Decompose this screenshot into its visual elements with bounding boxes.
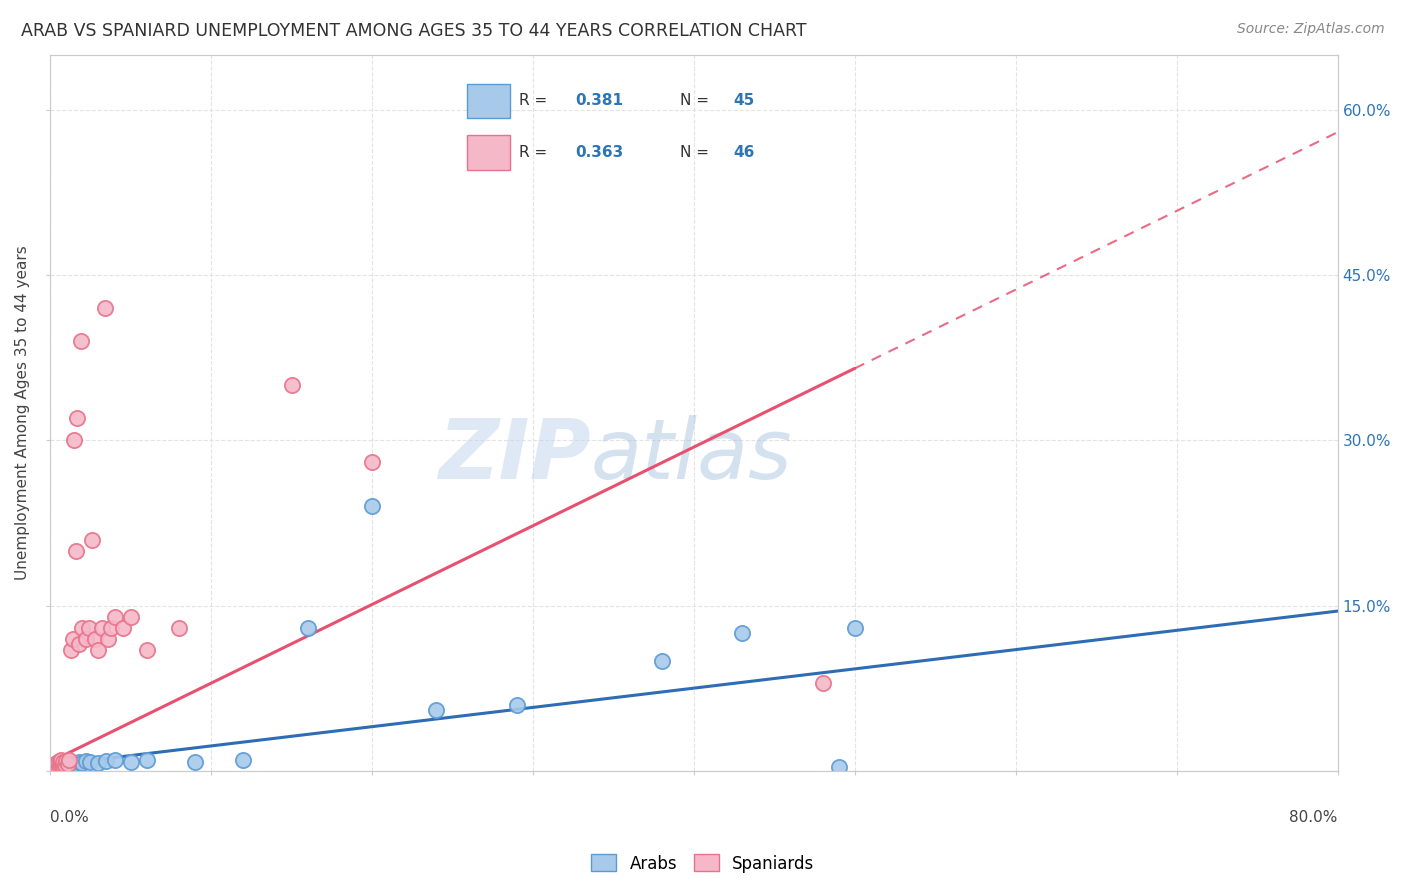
Text: ZIP: ZIP <box>439 416 591 496</box>
Point <box>103 609 125 624</box>
Point <box>46 759 69 773</box>
Point <box>811 675 834 690</box>
Point <box>67 637 90 651</box>
Point <box>65 757 87 772</box>
Point <box>55 754 77 768</box>
Text: ARAB VS SPANIARD UNEMPLOYMENT AMONG AGES 35 TO 44 YEARS CORRELATION CHART: ARAB VS SPANIARD UNEMPLOYMENT AMONG AGES… <box>21 22 807 40</box>
Point <box>506 698 529 712</box>
Point <box>44 757 66 772</box>
Point <box>72 621 94 635</box>
Point <box>52 759 75 773</box>
Point <box>97 632 120 646</box>
Point <box>55 757 77 772</box>
Point <box>828 760 851 774</box>
Point <box>49 754 72 768</box>
Point <box>51 760 73 774</box>
Point <box>120 609 142 624</box>
Point <box>75 754 97 768</box>
Point <box>60 757 83 772</box>
Point <box>844 621 866 635</box>
Point <box>42 759 65 773</box>
Point <box>52 758 75 772</box>
Point <box>58 753 80 767</box>
Point <box>232 753 254 767</box>
Point <box>425 703 447 717</box>
Point <box>42 763 65 777</box>
Point <box>45 760 67 774</box>
Point <box>731 626 754 640</box>
Point <box>44 763 66 777</box>
Point <box>651 654 673 668</box>
Point <box>46 763 69 777</box>
Point <box>63 434 86 448</box>
Text: 0.0%: 0.0% <box>51 810 89 825</box>
Point <box>67 755 90 769</box>
Point <box>361 500 384 514</box>
Point <box>111 621 134 635</box>
Point <box>45 762 67 776</box>
Point <box>63 756 86 770</box>
Point <box>51 758 73 772</box>
Point <box>41 759 63 773</box>
Point <box>87 642 110 657</box>
Point <box>42 758 65 772</box>
Point <box>96 754 118 768</box>
Point <box>46 755 69 769</box>
Point <box>42 762 65 776</box>
Point <box>184 755 207 769</box>
Point <box>62 758 84 772</box>
Point <box>51 757 73 772</box>
Y-axis label: Unemployment Among Ages 35 to 44 years: Unemployment Among Ages 35 to 44 years <box>15 245 30 581</box>
Point <box>72 756 94 770</box>
Point <box>80 533 103 547</box>
Point <box>77 621 100 635</box>
Point <box>45 756 67 770</box>
Point <box>120 755 142 769</box>
Point <box>56 758 79 772</box>
Point <box>79 755 101 769</box>
Point <box>53 756 76 770</box>
Point <box>69 334 91 349</box>
Point <box>56 757 79 772</box>
Point <box>58 759 80 773</box>
Point <box>62 632 84 646</box>
Point <box>297 621 319 635</box>
Point <box>53 758 76 772</box>
Point <box>41 762 63 776</box>
Point <box>52 760 75 774</box>
Point <box>280 378 302 392</box>
Point <box>44 760 66 774</box>
Text: 80.0%: 80.0% <box>1289 810 1337 825</box>
Point <box>45 758 67 772</box>
Point <box>66 411 89 425</box>
Point <box>44 762 66 776</box>
Point <box>361 455 384 469</box>
Point <box>167 621 190 635</box>
Text: Source: ZipAtlas.com: Source: ZipAtlas.com <box>1237 22 1385 37</box>
Point <box>49 760 72 774</box>
Point <box>53 759 76 773</box>
Point <box>55 760 77 774</box>
Legend: Arabs, Spaniards: Arabs, Spaniards <box>585 847 821 880</box>
Text: atlas: atlas <box>591 416 793 496</box>
Point <box>94 301 117 316</box>
Point <box>49 762 72 776</box>
Point <box>75 632 97 646</box>
Point <box>103 753 125 767</box>
Point <box>60 642 83 657</box>
Point <box>52 755 75 769</box>
Point <box>84 632 107 646</box>
Point <box>41 760 63 774</box>
Point <box>489 103 512 118</box>
Point <box>100 621 122 635</box>
Point <box>135 753 157 767</box>
Point <box>135 642 157 657</box>
Point <box>90 621 112 635</box>
Point <box>46 762 69 776</box>
Point <box>65 543 87 558</box>
Point <box>51 753 73 767</box>
Point <box>87 756 110 770</box>
Point <box>49 757 72 772</box>
Point <box>41 763 63 777</box>
